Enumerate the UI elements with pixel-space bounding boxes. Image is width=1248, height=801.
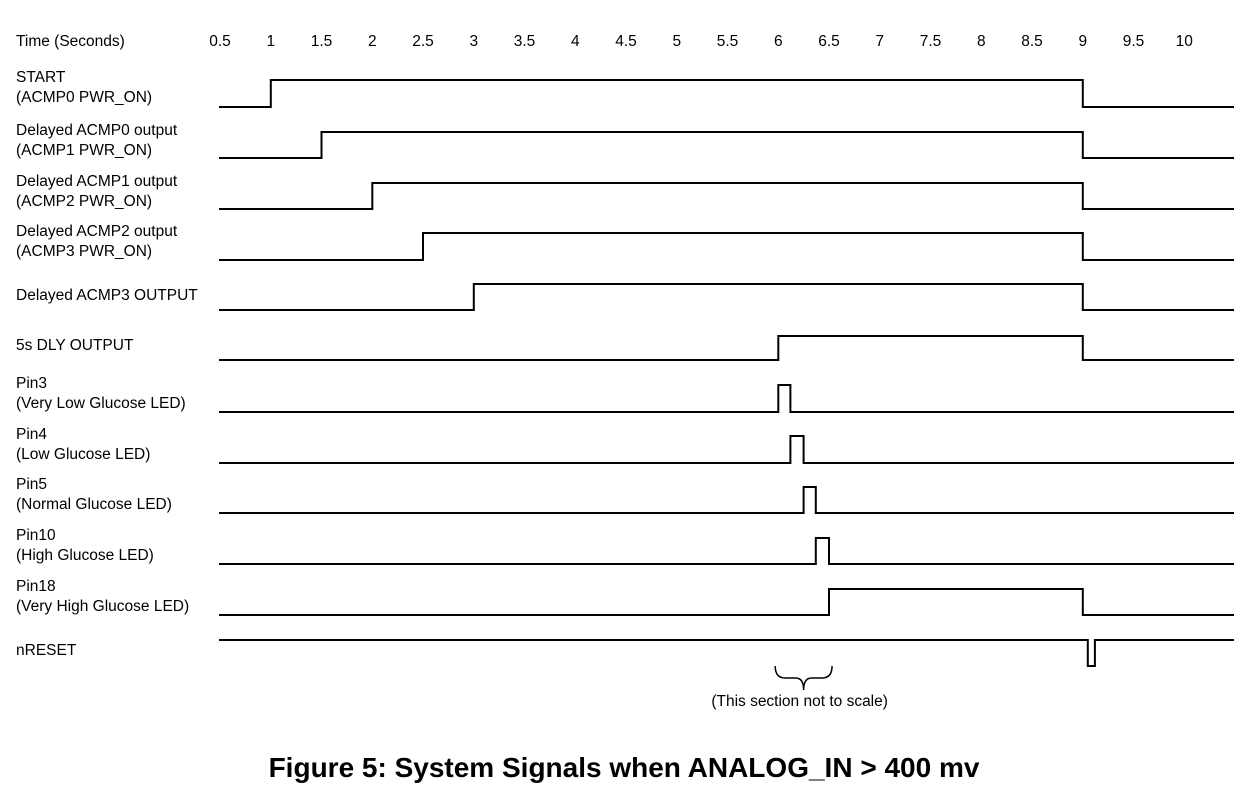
- signal-label: (ACMP3 PWR_ON): [16, 243, 152, 260]
- signal-labels: START (ACMP0 PWR_ON) Delayed ACMP0 output (…: [16, 69, 198, 659]
- time-tick-label: 5: [672, 33, 681, 50]
- signal-label: START: [16, 69, 66, 86]
- annotation-text: (This section not to scale): [711, 693, 888, 710]
- signal-label: (Very Low Glucose LED): [16, 395, 186, 412]
- not-to-scale-annotation: (This section not to scale): [711, 665, 888, 710]
- time-axis-ticks: 0.5 1 1.5 2 2.5 3 3.5 4 4.5 5 5.5 6 6.5 7 7.5 8 8.5 9 9.5 1…: [209, 33, 1193, 50]
- signal-label: Delayed ACMP3 OUTPUT: [16, 287, 198, 304]
- time-tick-label: 7: [875, 33, 884, 50]
- time-tick-label: 8.5: [1021, 33, 1043, 50]
- signal-label: (Normal Glucose LED): [16, 496, 172, 513]
- signal-trace: [219, 384, 1234, 413]
- signal-label: Delayed ACMP0 output: [16, 122, 178, 139]
- figure-caption: Figure 5: System Signals when ANALOG_IN …: [268, 752, 980, 783]
- time-tick-label: 9.5: [1123, 33, 1145, 50]
- time-tick-label: 2: [368, 33, 377, 50]
- signal-trace: [219, 335, 1234, 361]
- signal-trace: [219, 537, 1234, 565]
- time-tick-label: 0.5: [209, 33, 231, 50]
- signal-label: (High Glucose LED): [16, 547, 154, 564]
- time-tick-label: 2.5: [412, 33, 434, 50]
- time-tick-label: 5.5: [717, 33, 739, 50]
- signal-label: Pin5: [16, 476, 47, 493]
- time-axis-label: Time (Seconds): [16, 33, 125, 50]
- signal-trace: [219, 486, 1234, 514]
- time-tick-label: 1.5: [311, 33, 333, 50]
- signal-traces: [219, 79, 1234, 667]
- signal-trace: [219, 182, 1234, 210]
- signal-trace: [219, 283, 1234, 311]
- time-tick-label: 3: [469, 33, 478, 50]
- signal-label: 5s DLY OUTPUT: [16, 337, 134, 354]
- signal-label: Pin3: [16, 375, 47, 392]
- signal-label: (Very High Glucose LED): [16, 598, 189, 615]
- signal-label: Pin18: [16, 578, 56, 595]
- signal-label: (Low Glucose LED): [16, 446, 150, 463]
- signal-trace: [219, 435, 1234, 464]
- signal-label: Pin10: [16, 527, 56, 544]
- signal-trace: [219, 639, 1234, 667]
- time-tick-label: 6: [774, 33, 783, 50]
- signal-label: (ACMP2 PWR_ON): [16, 193, 152, 210]
- signal-label: Delayed ACMP2 output: [16, 223, 178, 240]
- time-tick-label: 8: [977, 33, 986, 50]
- signal-trace: [219, 131, 1234, 159]
- time-tick-label: 4: [571, 33, 580, 50]
- signal-trace: [219, 588, 1234, 616]
- time-tick-label: 10: [1176, 33, 1194, 50]
- time-tick-label: 3.5: [514, 33, 536, 50]
- time-tick-label: 7.5: [920, 33, 942, 50]
- signal-label: (ACMP1 PWR_ON): [16, 142, 152, 159]
- curly-brace-icon: [774, 665, 833, 691]
- signal-label: Delayed ACMP1 output: [16, 173, 178, 190]
- time-tick-label: 9: [1078, 33, 1087, 50]
- signal-trace: [219, 232, 1234, 261]
- time-tick-label: 4.5: [615, 33, 637, 50]
- signal-label: Pin4: [16, 426, 47, 443]
- time-tick-label: 1: [266, 33, 275, 50]
- time-tick-label: 6.5: [818, 33, 840, 50]
- signal-label: nRESET: [16, 642, 77, 659]
- signal-label: (ACMP0 PWR_ON): [16, 89, 152, 106]
- signal-trace: [219, 79, 1234, 108]
